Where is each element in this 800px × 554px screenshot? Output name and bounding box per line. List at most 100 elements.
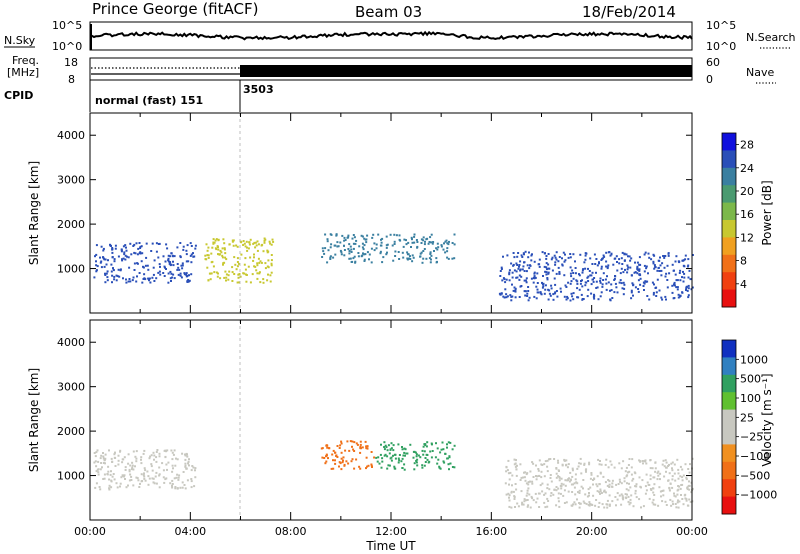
- scatter-cell: [614, 282, 617, 285]
- scatter-cell: [176, 246, 179, 249]
- scatter-cell: [326, 240, 329, 243]
- scatter-cell: [397, 443, 400, 446]
- scatter-cell: [564, 459, 566, 462]
- scatter-cell: [368, 253, 371, 256]
- scatter-cell: [683, 272, 686, 275]
- scatter-cell: [547, 267, 550, 270]
- scatter-cell: [587, 280, 590, 282]
- scatter-cell: [687, 276, 690, 279]
- scatter-cell: [684, 254, 687, 257]
- scatter-cell: [182, 248, 185, 251]
- scatter-cell: [551, 269, 554, 272]
- scatter-cell: [256, 272, 259, 275]
- scatter-cell: [530, 495, 533, 498]
- scatter-cell: [177, 273, 180, 276]
- scatter-cell: [329, 246, 332, 249]
- scatter-cell: [401, 448, 404, 451]
- scatter-cell: [321, 456, 324, 459]
- scatter-cell: [605, 282, 608, 285]
- scatter-cell: [628, 458, 631, 460]
- scatter-cell: [214, 247, 217, 250]
- scatter-cell: [554, 256, 557, 259]
- scatter-cell: [688, 269, 691, 272]
- scatter-cell: [355, 442, 358, 445]
- scatter-cell: [204, 254, 207, 257]
- scatter-cell: [368, 258, 370, 261]
- scatter-cell: [630, 289, 633, 292]
- scatter-cell: [448, 468, 450, 471]
- scatter-cell: [531, 253, 533, 256]
- scatter-cell: [598, 491, 601, 494]
- scatter-cell: [536, 291, 539, 294]
- scatter-cell: [390, 447, 393, 450]
- scatter-cell: [599, 295, 602, 298]
- x-tick-label: 12:00: [375, 525, 407, 538]
- scatter-cell: [686, 504, 689, 507]
- scatter-cell: [652, 262, 655, 265]
- scatter-cell: [95, 470, 98, 473]
- scatter-cell: [587, 267, 589, 270]
- scatter-cell: [395, 234, 398, 237]
- scatter-cell: [543, 292, 546, 295]
- scatter-cell: [609, 298, 612, 301]
- scatter-cell: [557, 461, 560, 464]
- scatter-cell: [516, 255, 519, 258]
- scatter-cell: [515, 474, 518, 477]
- scatter-cell: [124, 469, 127, 471]
- scatter-cell: [228, 243, 231, 246]
- scatter-cell: [589, 486, 592, 489]
- scatter-cell: [644, 485, 647, 488]
- scatter-cell: [110, 263, 113, 266]
- noise-series: [89, 24, 693, 50]
- scatter-cell: [270, 259, 273, 262]
- scatter-cell: [352, 247, 355, 250]
- scatter-cell: [586, 295, 589, 298]
- scatter-cell: [127, 280, 130, 283]
- scatter-cell: [604, 278, 607, 281]
- scatter-cell: [564, 284, 567, 287]
- scatter-cell: [436, 462, 439, 465]
- scatter-cell: [370, 464, 373, 467]
- scatter-cell: [176, 487, 179, 490]
- scatter-cell: [566, 295, 569, 298]
- scatter-cell: [547, 272, 550, 275]
- scatter-cell: [588, 463, 591, 466]
- scatter-cell: [555, 272, 558, 275]
- scatter-cell: [242, 272, 245, 275]
- scatter-cell: [596, 475, 599, 478]
- x-tick-label: 00:00: [74, 525, 106, 538]
- scatter-cell: [187, 462, 189, 465]
- scatter-cell: [511, 276, 514, 279]
- scatter-cell: [321, 247, 324, 250]
- scatter-cell: [638, 268, 641, 271]
- scatter-cell: [657, 474, 660, 477]
- scatter-cell: [366, 251, 369, 254]
- scatter-cell: [383, 448, 386, 451]
- scatter-cell: [113, 456, 116, 459]
- scatter-cell: [412, 456, 415, 459]
- scatter-cell: [571, 269, 574, 272]
- scatter-cell: [630, 473, 633, 476]
- scatter-cell: [329, 258, 332, 260]
- scatter-cell: [334, 244, 337, 247]
- scatter-cell: [422, 239, 425, 242]
- scatter-cell: [440, 245, 443, 248]
- scatter-cell: [100, 266, 103, 269]
- scatter-cell: [614, 496, 617, 498]
- scatter-cell: [592, 494, 595, 497]
- scatter-cell: [561, 463, 564, 466]
- scatter-cell: [393, 233, 396, 236]
- scatter-cell: [409, 255, 411, 258]
- scatter-cell: [579, 457, 582, 460]
- scatter-cell: [410, 236, 413, 239]
- scatter-cell: [131, 464, 134, 467]
- scatter-cell: [602, 254, 605, 257]
- scatter-cell: [206, 249, 209, 252]
- scatter-cell: [124, 466, 127, 469]
- scatter-cell: [403, 238, 406, 241]
- scatter-cell: [634, 271, 637, 274]
- scatter-cell: [136, 477, 139, 480]
- scatter-cell: [606, 499, 609, 502]
- freq-right-tick-bottom: 0: [706, 73, 713, 86]
- scatter-cell: [358, 245, 361, 248]
